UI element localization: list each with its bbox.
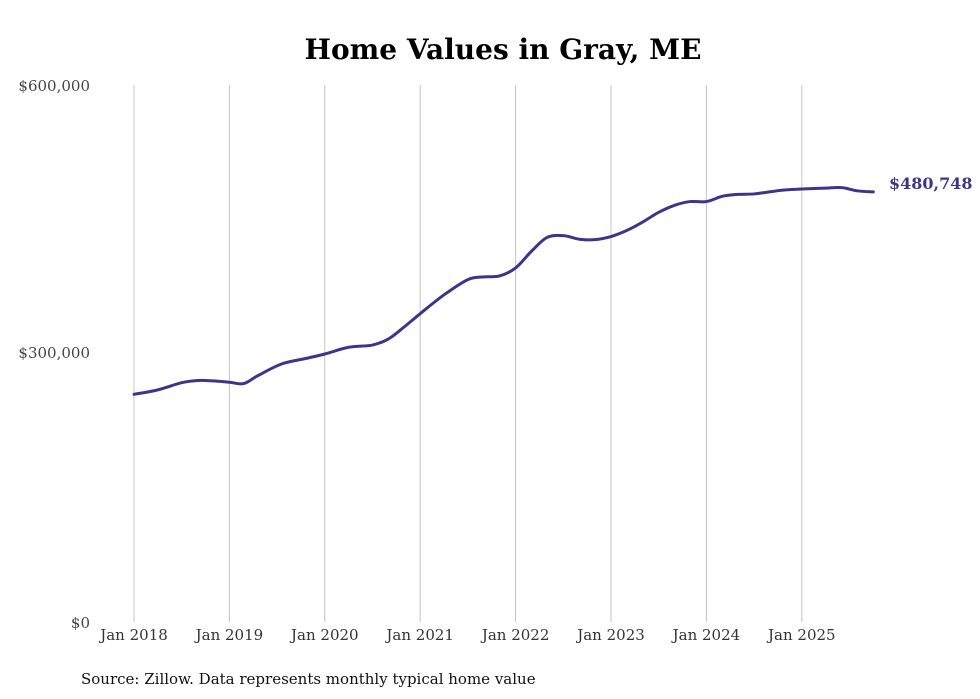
source-note: Source: Zillow. Data represents monthly … [81, 670, 536, 688]
x-tick-label-2020: Jan 2020 [289, 626, 359, 644]
y-axis-tick-labels: $600,000 $300,000 $0 [18, 77, 90, 632]
x-tick-label-2025: Jan 2025 [766, 626, 836, 644]
y-tick-label-300000: $300,000 [18, 344, 90, 362]
y-tick-label-600000: $600,000 [18, 77, 90, 95]
x-tick-label-2022: Jan 2022 [480, 626, 550, 644]
series-line-home-value [132, 186, 875, 396]
series-layer [132, 186, 875, 396]
chart-title: Home Values in Gray, ME [305, 33, 702, 66]
x-tick-label-2024: Jan 2024 [671, 626, 741, 644]
gridlines [133, 85, 803, 622]
x-tick-label-2023: Jan 2023 [575, 626, 645, 644]
x-axis-tick-labels: Jan 2018 Jan 2019 Jan 2020 Jan 2021 Jan 2022… [98, 626, 835, 644]
y-tick-label-0: $0 [71, 614, 90, 632]
latest-value-label: $480,748 [889, 174, 973, 193]
x-tick-label-2021: Jan 2021 [384, 626, 454, 644]
x-tick-label-2018: Jan 2018 [98, 626, 168, 644]
x-tick-label-2019: Jan 2019 [194, 626, 264, 644]
